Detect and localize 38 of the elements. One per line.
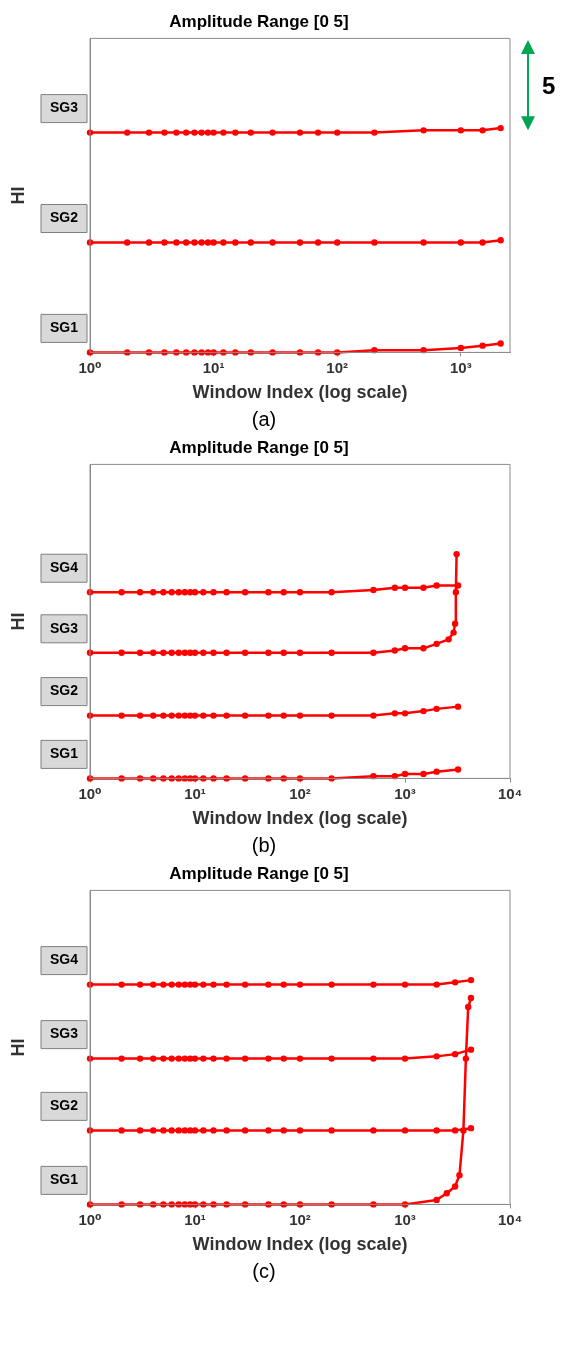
x-tick-label: 10²: [289, 784, 311, 802]
x-axis-title: Window Index (log scale): [192, 1234, 408, 1255]
text: 5: [542, 71, 556, 100]
series-label: SG2: [49, 682, 79, 699]
text: (a): [250, 408, 278, 432]
x-tick-label: 10⁰: [78, 358, 102, 376]
x-axis-title: Window Index (log scale): [192, 808, 408, 829]
series-label: SG4: [49, 951, 79, 968]
series-label: SG4: [49, 559, 79, 576]
x-tick-label: 10³: [394, 1210, 416, 1228]
chart-title: Amplitude Range [0 5]: [169, 437, 349, 457]
series-label: SG1: [49, 319, 79, 336]
text: (c): [251, 1260, 277, 1284]
x-tick-label: 10²: [289, 1210, 311, 1228]
x-tick-label: 10¹: [184, 784, 206, 802]
x-tick-label: 10¹: [202, 358, 225, 376]
y-axis-title: HI: [7, 186, 28, 205]
x-axis-title: Window Index (log scale): [192, 382, 408, 403]
text: (b): [250, 834, 278, 858]
series-label: SG1: [49, 745, 79, 762]
x-tick-label: 10⁰: [78, 1210, 102, 1228]
chart-title: Amplitude Range [0 5]: [169, 863, 349, 883]
series-label: SG3: [49, 619, 79, 636]
y-axis-title: HI: [7, 1038, 28, 1057]
chart-title: Amplitude Range [0 5]: [169, 11, 349, 31]
series-label: SG1: [49, 1171, 79, 1188]
x-tick-label: 10¹: [184, 1210, 206, 1228]
x-tick-label: 10⁴: [497, 784, 523, 802]
x-tick-label: 10²: [326, 358, 349, 376]
x-tick-label: 10³: [394, 784, 416, 802]
y-axis-title: HI: [7, 612, 28, 631]
x-tick-label: 10⁰: [78, 784, 102, 802]
series-label: SG2: [49, 1097, 79, 1114]
x-tick-label: 10³: [449, 358, 472, 376]
series-label: SG3: [49, 1025, 79, 1042]
x-tick-label: 10⁴: [497, 1210, 523, 1228]
series-label: SG2: [49, 209, 79, 226]
series-label: SG3: [49, 99, 79, 116]
